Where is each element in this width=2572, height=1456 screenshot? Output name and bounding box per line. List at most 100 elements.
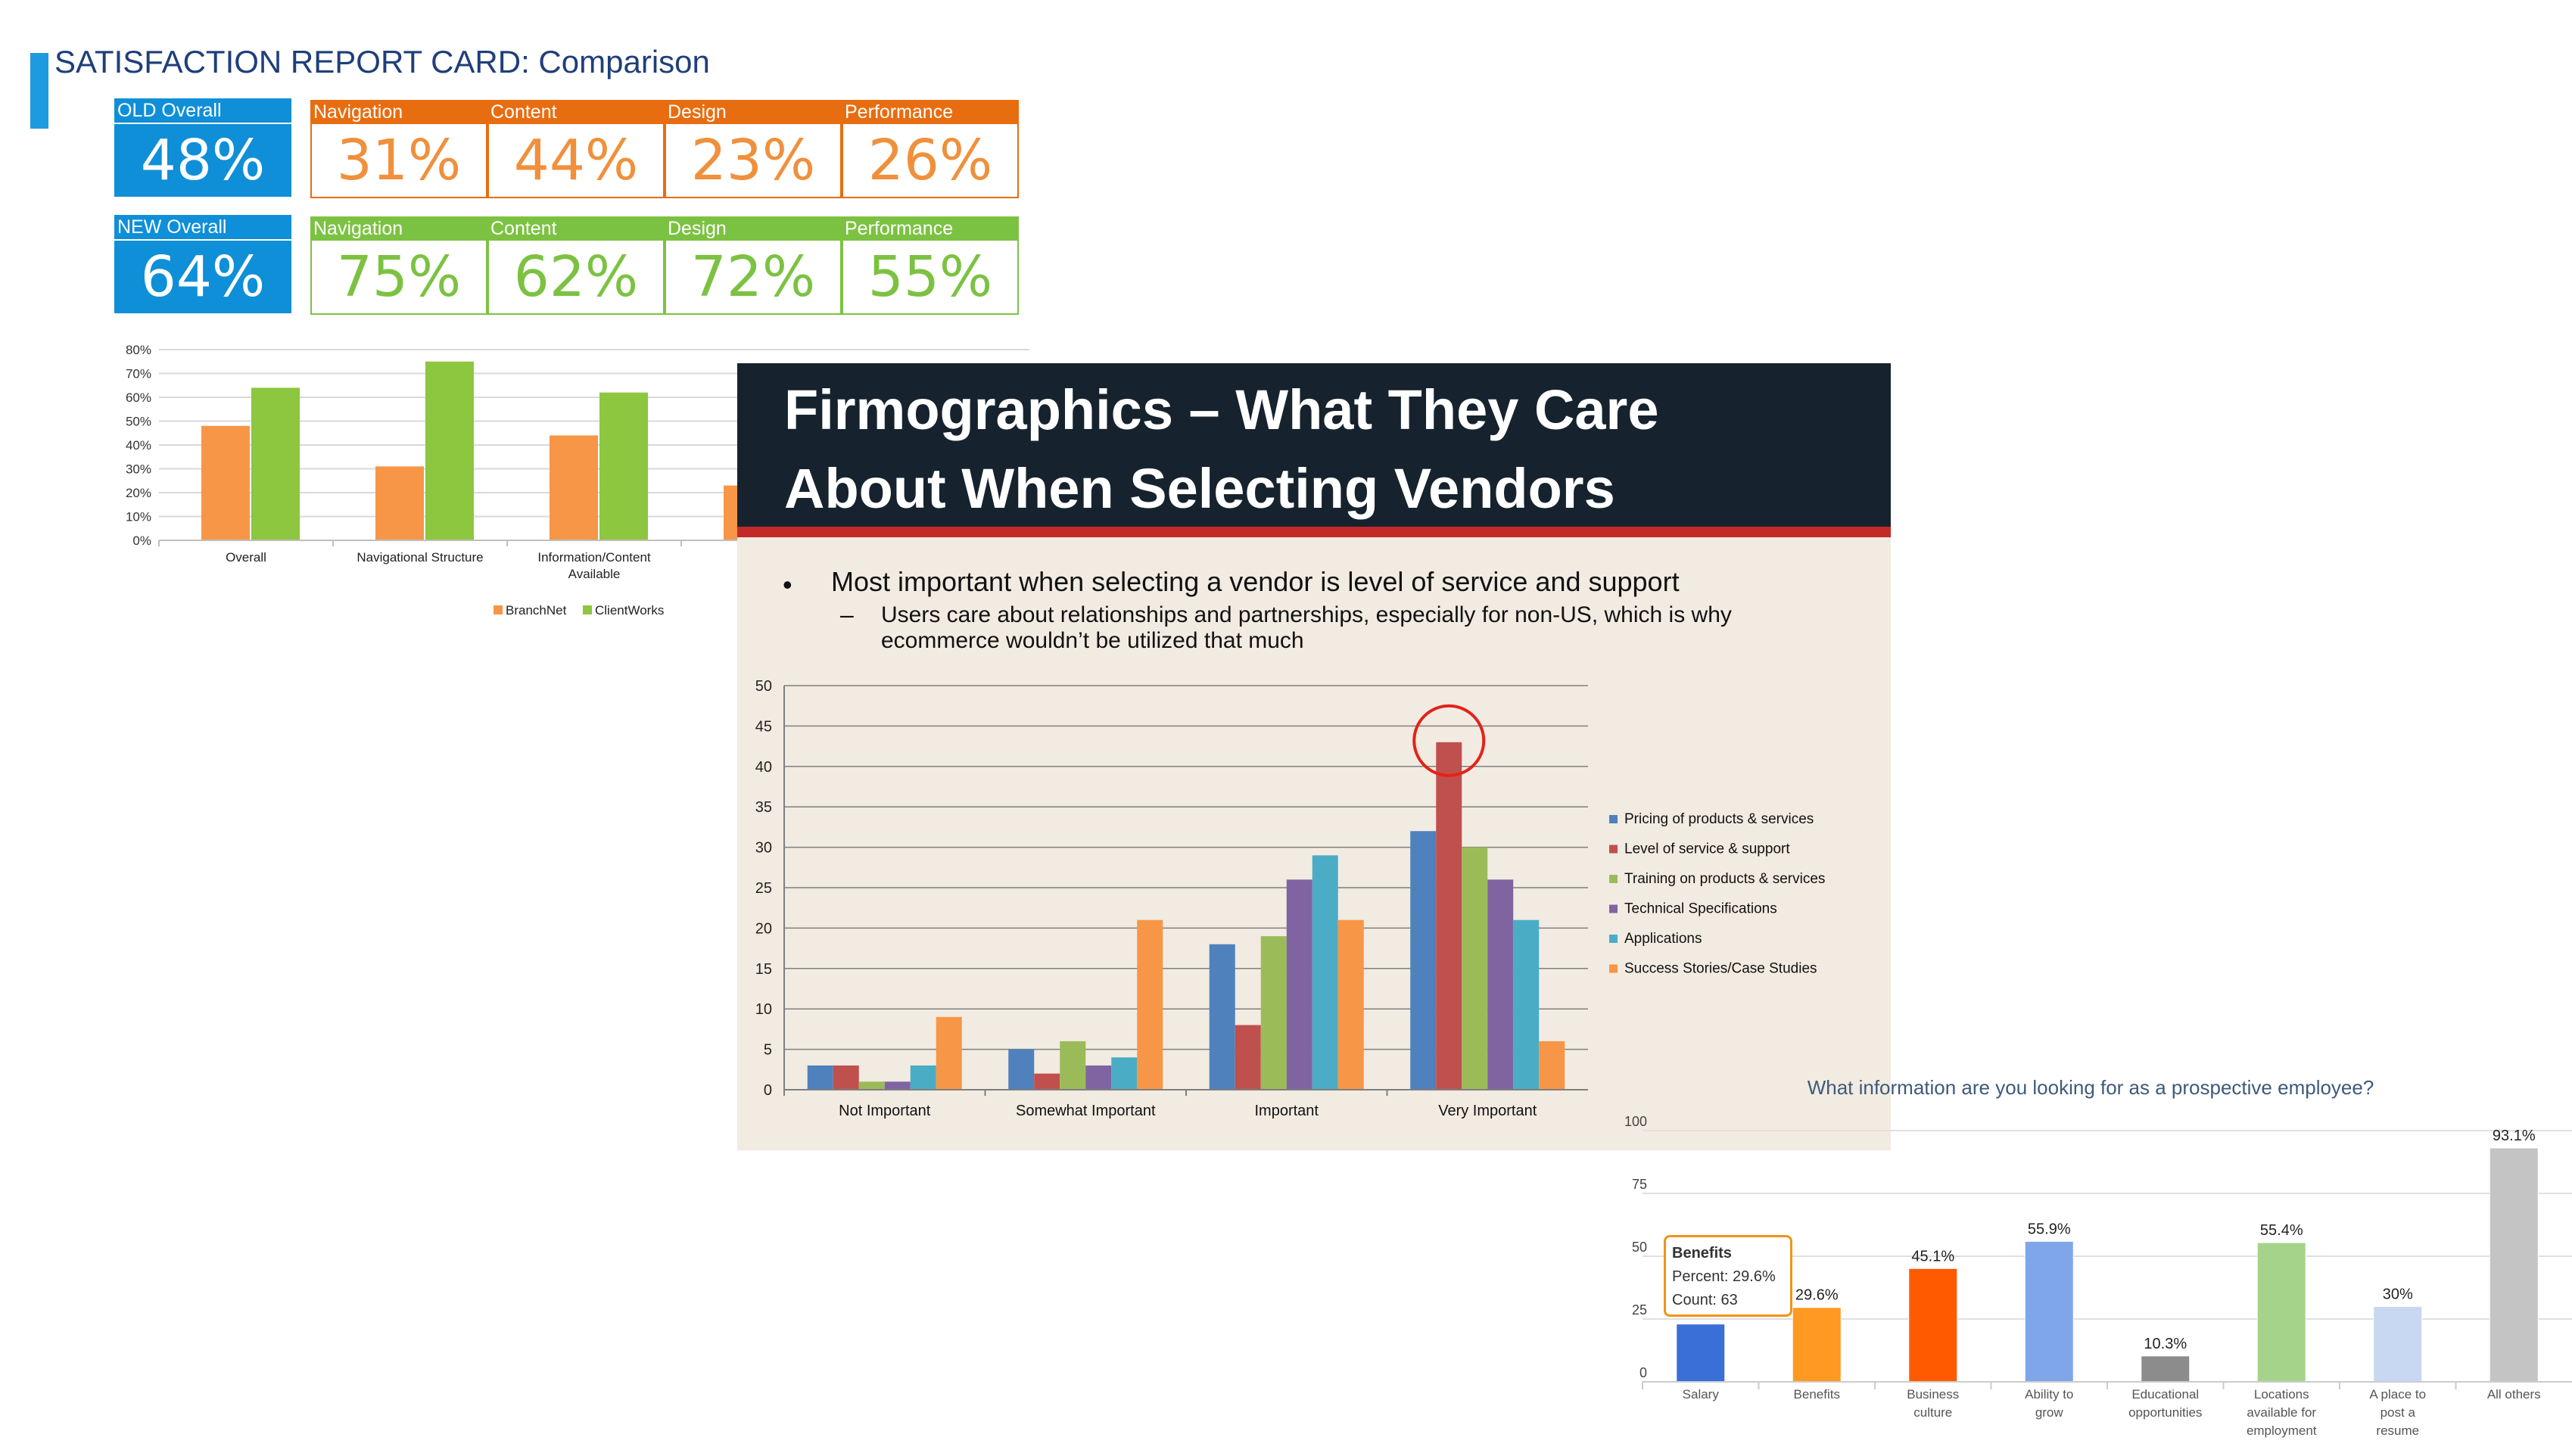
y-tick-label: 0 <box>764 1082 772 1099</box>
card-label: Performance <box>842 216 1019 241</box>
card-new-content: Content 62% <box>487 216 665 315</box>
tooltip-title: Benefits <box>1672 1245 1732 1262</box>
card-old-performance: Performance 26% <box>842 100 1019 198</box>
legend-label: Technical Specifications <box>1624 901 1777 917</box>
bar-3 <box>858 1081 885 1090</box>
bar-clientworks <box>251 387 300 540</box>
bar-3 <box>1462 847 1488 1090</box>
slide-sub-bullet: Users care about relationships and partn… <box>881 602 1732 653</box>
chart-title: What information are you looking for as … <box>1808 1076 2374 1099</box>
y-tick-label: 100 <box>1624 1114 1647 1129</box>
card-old-overall: OLD Overall 48% <box>114 98 291 197</box>
x-tick-label: culture <box>1913 1405 1952 1420</box>
bar-3 <box>1260 936 1287 1090</box>
y-tick-label: 25 <box>755 880 772 897</box>
x-tick-label: A place to <box>2369 1387 2426 1402</box>
slide-bullet: Most important when selecting a vendor i… <box>831 566 1680 597</box>
legend-swatch <box>1609 845 1618 854</box>
bar-5 <box>1111 1057 1138 1090</box>
card-new-design: Design 72% <box>665 216 842 315</box>
bullet-dot: • <box>783 569 792 600</box>
slide-title: Firmographics – What They Care About Whe… <box>784 371 1844 528</box>
card-label: NEW Overall <box>114 215 291 241</box>
slide-red-rule <box>737 527 1891 537</box>
y-tick-label: 45 <box>755 718 772 735</box>
x-tick-label: grow <box>2035 1405 2064 1420</box>
bar-5 <box>2141 1355 2191 1383</box>
bar-6 <box>1137 919 1163 1090</box>
legend-label: Success Stories/Case Studies <box>1624 961 1817 977</box>
y-tick-label: 35 <box>755 799 772 816</box>
bar-3 <box>1060 1041 1086 1090</box>
card-value: 48% <box>140 128 266 193</box>
bar-4 <box>1286 879 1312 1090</box>
bar-4 <box>2024 1240 2074 1383</box>
bar-1 <box>1008 1049 1035 1090</box>
bar-1 <box>807 1065 833 1090</box>
bar-5 <box>910 1065 936 1090</box>
card-value: 23% <box>690 128 816 193</box>
bar-4 <box>1487 879 1514 1090</box>
legend-swatch <box>583 605 592 614</box>
x-tick-label: employment <box>2247 1423 2317 1438</box>
y-tick-label: 30 <box>755 840 772 857</box>
card-label: Navigation <box>310 100 487 124</box>
y-tick-label: 75 <box>1632 1177 1647 1192</box>
bar-branchnet <box>375 466 424 540</box>
bar-clientworks <box>599 392 648 540</box>
chart-tooltip: Benefits Percent: 29.6% Count: 63 <box>1664 1235 1792 1317</box>
bar-4 <box>1085 1065 1112 1090</box>
bar-branchnet <box>201 425 250 540</box>
sub-bullet-dash: – <box>840 601 854 628</box>
x-tick-label: Important <box>1255 1103 1319 1119</box>
slide-title-line-1: Firmographics – What They Care <box>784 378 1659 441</box>
x-tick-label: available for <box>2247 1405 2316 1420</box>
y-tick-label: 40 <box>755 759 772 776</box>
card-label: Design <box>665 100 842 124</box>
x-tick-label: resume <box>2376 1423 2419 1438</box>
x-tick-label: Somewhat Important <box>1016 1103 1156 1119</box>
legend-swatch <box>494 605 503 614</box>
y-tick-label: 60% <box>126 390 151 405</box>
data-label: 55.9% <box>2028 1221 2071 1237</box>
y-tick-label: 50 <box>755 678 772 695</box>
bar-1 <box>1410 831 1437 1090</box>
legend-label: Level of service & support <box>1624 842 1790 857</box>
data-label: 10.3% <box>2144 1336 2187 1352</box>
data-label: 93.1% <box>2493 1128 2536 1144</box>
y-tick-label: 50 <box>1632 1240 1647 1255</box>
x-tick-label: Educational <box>2131 1387 2199 1402</box>
y-tick-label: 25 <box>1632 1302 1647 1318</box>
card-label: OLD Overall <box>114 98 291 124</box>
card-new-performance: Performance 55% <box>842 216 1019 315</box>
card-value: 62% <box>513 244 639 310</box>
legend-label: Training on products & services <box>1624 871 1825 887</box>
bar-branchnet <box>550 435 598 540</box>
title-accent-bar <box>30 53 48 129</box>
y-tick-label: 0 <box>1639 1365 1647 1380</box>
card-old-design: Design 23% <box>665 100 842 198</box>
data-label: 30% <box>2383 1286 2413 1302</box>
legend-swatch <box>1609 815 1618 823</box>
bar-6 <box>1539 1041 1565 1090</box>
card-value: 26% <box>867 128 993 193</box>
x-tick-label: Information/Content <box>537 550 651 565</box>
card-value: 75% <box>336 244 462 310</box>
x-tick-label: All others <box>2487 1387 2541 1402</box>
bar-8 <box>2489 1147 2539 1383</box>
legend-label: Applications <box>1624 931 1702 947</box>
card-value: 72% <box>690 244 816 310</box>
card-label: Performance <box>842 100 1019 124</box>
y-tick-label: 10 <box>755 1001 772 1018</box>
slide-title-band <box>737 363 1891 531</box>
bar-2 <box>1792 1307 1842 1383</box>
card-value: 64% <box>140 244 266 310</box>
x-tick-label: Ability to <box>2025 1387 2073 1402</box>
card-new-navigation: Navigation 75% <box>310 216 487 315</box>
card-label: Design <box>665 216 842 241</box>
bar-5 <box>1312 855 1338 1090</box>
y-tick-label: 5 <box>764 1042 772 1059</box>
legend-label: Pricing of products & services <box>1624 811 1814 827</box>
card-label: Content <box>487 216 665 241</box>
legend-swatch <box>1609 935 1618 943</box>
